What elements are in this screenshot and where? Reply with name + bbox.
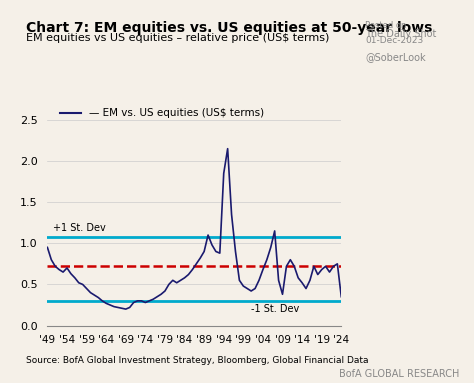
Text: Posted on: Posted on: [365, 21, 406, 30]
Text: The Daily Shot: The Daily Shot: [365, 29, 437, 39]
Text: +1 St. Dev: +1 St. Dev: [53, 223, 106, 233]
Text: 01-Dec-2023: 01-Dec-2023: [365, 36, 423, 45]
Text: -1 St. Dev: -1 St. Dev: [251, 304, 300, 314]
Text: Chart 7: EM equities vs. US equities at 50-year lows: Chart 7: EM equities vs. US equities at …: [26, 21, 432, 35]
Legend: — EM vs. US equities (US$ terms): — EM vs. US equities (US$ terms): [55, 104, 268, 123]
Text: BofA GLOBAL RESEARCH: BofA GLOBAL RESEARCH: [339, 369, 460, 379]
Text: Source: BofA Global Investment Strategy, Bloomberg, Global Financial Data: Source: BofA Global Investment Strategy,…: [26, 356, 369, 365]
Text: @SoberLook: @SoberLook: [365, 52, 426, 62]
Text: EM equities vs US equities – relative price (US$ terms): EM equities vs US equities – relative pr…: [26, 33, 329, 43]
